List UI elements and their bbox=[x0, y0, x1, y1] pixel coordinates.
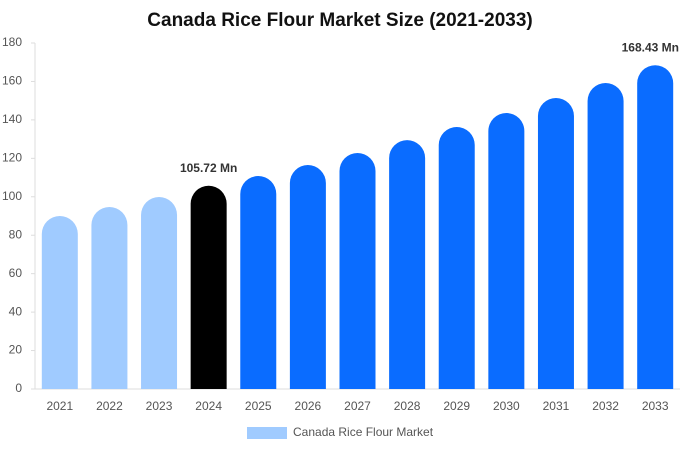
value-label: 168.43 Mn bbox=[622, 40, 679, 54]
y-tick-label: 60 bbox=[9, 266, 23, 280]
value-label: 105.72 Mn bbox=[180, 161, 237, 175]
x-tick-label: 2031 bbox=[543, 399, 570, 413]
x-tick-label: 2024 bbox=[195, 399, 222, 413]
y-tick-label: 80 bbox=[9, 227, 23, 241]
bar bbox=[141, 196, 178, 389]
bar bbox=[637, 65, 674, 389]
legend-swatch bbox=[247, 427, 287, 439]
y-tick-label: 120 bbox=[2, 151, 22, 165]
bar bbox=[41, 216, 78, 389]
x-tick-label: 2028 bbox=[394, 399, 421, 413]
y-tick-label: 20 bbox=[9, 343, 23, 357]
x-tick-label: 2026 bbox=[295, 399, 322, 413]
y-tick-label: 140 bbox=[2, 112, 22, 126]
x-tick-label: 2023 bbox=[146, 399, 173, 413]
x-tick-label: 2032 bbox=[592, 399, 619, 413]
x-tick-label: 2029 bbox=[443, 399, 470, 413]
x-tick-label: 2025 bbox=[245, 399, 272, 413]
y-tick-label: 160 bbox=[2, 74, 22, 88]
bar bbox=[587, 82, 624, 389]
bar bbox=[91, 206, 128, 389]
bar bbox=[339, 152, 376, 389]
bar bbox=[240, 176, 277, 389]
y-tick-label: 40 bbox=[9, 304, 23, 318]
x-tick-label: 2022 bbox=[96, 399, 123, 413]
x-tick-label: 2027 bbox=[344, 399, 371, 413]
bar bbox=[537, 97, 574, 389]
bar bbox=[389, 140, 426, 389]
bar bbox=[190, 185, 227, 389]
bar bbox=[438, 127, 475, 390]
y-tick-label: 180 bbox=[2, 35, 22, 49]
y-tick-label: 0 bbox=[15, 381, 22, 395]
x-tick-label: 2021 bbox=[46, 399, 73, 413]
x-tick-label: 2033 bbox=[642, 399, 669, 413]
bar bbox=[289, 165, 326, 389]
legend-label: Canada Rice Flour Market bbox=[293, 425, 434, 439]
x-tick-label: 2030 bbox=[493, 399, 520, 413]
bar bbox=[488, 112, 525, 389]
chart-title: Canada Rice Flour Market Size (2021-2033… bbox=[147, 10, 532, 31]
y-tick-label: 100 bbox=[2, 189, 22, 203]
